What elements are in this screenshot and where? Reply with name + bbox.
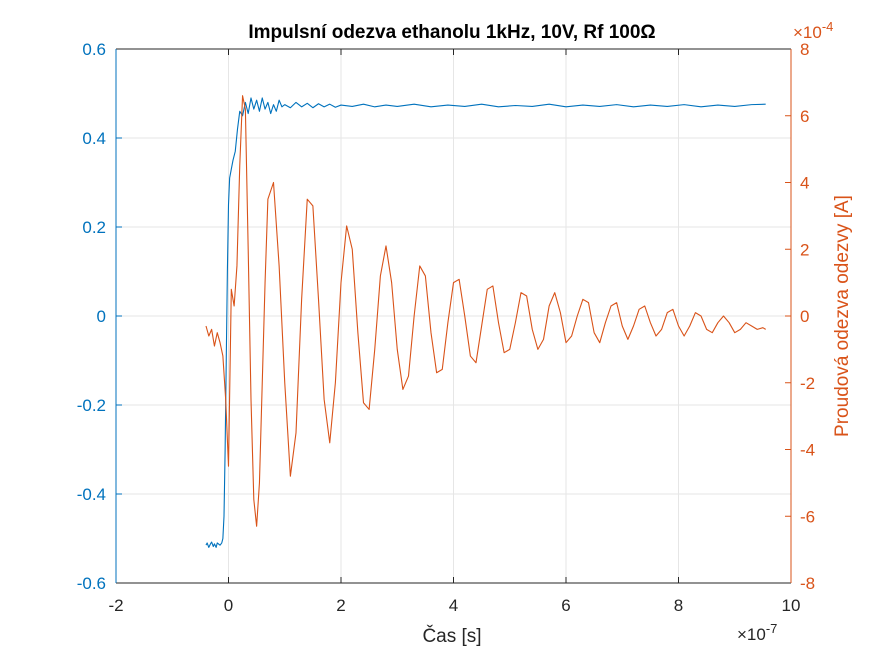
x-exponent-label: ×10-7: [737, 621, 777, 644]
x-tick-label: 4: [449, 596, 458, 615]
x-tick-label: -2: [108, 596, 123, 615]
y-left-tick-label: -0.2: [77, 396, 106, 415]
y-right-tick-label: 2: [800, 240, 809, 259]
y-left-tick-label: 0.6: [82, 40, 106, 59]
y-right-tick-label: 8: [800, 40, 809, 59]
y-right-tick-label: 0: [800, 307, 809, 326]
y-right-exponent-base: ×10: [793, 23, 822, 42]
x-tick-label: 10: [782, 596, 801, 615]
axes: [115, 48, 792, 584]
x-tick-label: 2: [336, 596, 345, 615]
x-tick-label: 6: [561, 596, 570, 615]
tick-labels: -2 0 2 4 6 8 10 -0.6 -0.4 -0.2 0 0.2 0.4 0.6 -8 -6 -4 -2 0…: [77, 40, 815, 615]
y-left-tick-label: 0: [97, 307, 106, 326]
y-right-exponent-power: -4: [822, 19, 834, 34]
y-right-tick-label: -4: [800, 441, 815, 460]
left-axis-series-line: [205, 97, 766, 548]
y-right-exponent-label: ×10-4: [793, 19, 833, 42]
y-right-tick-label: 6: [800, 107, 809, 126]
y-right-tick-label: -2: [800, 374, 815, 393]
y-right-tick-label: 4: [800, 174, 809, 193]
x-axis-title: Čas [s]: [422, 625, 481, 647]
svg-text:×10-7: ×10-7: [737, 621, 777, 644]
y-right-axis-title: Proudová odezva odezvy [A]: [832, 195, 853, 437]
y-left-tick-label: -0.4: [77, 485, 106, 504]
y-left-tick-label: -0.6: [77, 574, 106, 593]
chart-title: Impulsní odezva ethanolu 1kHz, 10V, Rf 1…: [248, 22, 655, 43]
svg-text:×10-4: ×10-4: [793, 19, 833, 42]
x-exponent-base: ×10: [737, 625, 766, 644]
right-axis-series-line: [205, 95, 766, 527]
y-left-tick-label: 0.4: [82, 129, 106, 148]
series-lines: [205, 95, 766, 548]
y-right-tick-label: -8: [800, 574, 815, 593]
x-exponent-power: -7: [766, 621, 778, 636]
y-left-tick-label: 0.2: [82, 218, 106, 237]
x-tick-label: 8: [674, 596, 683, 615]
x-tick-label: 0: [224, 596, 233, 615]
y-right-tick-label: -6: [800, 507, 815, 526]
